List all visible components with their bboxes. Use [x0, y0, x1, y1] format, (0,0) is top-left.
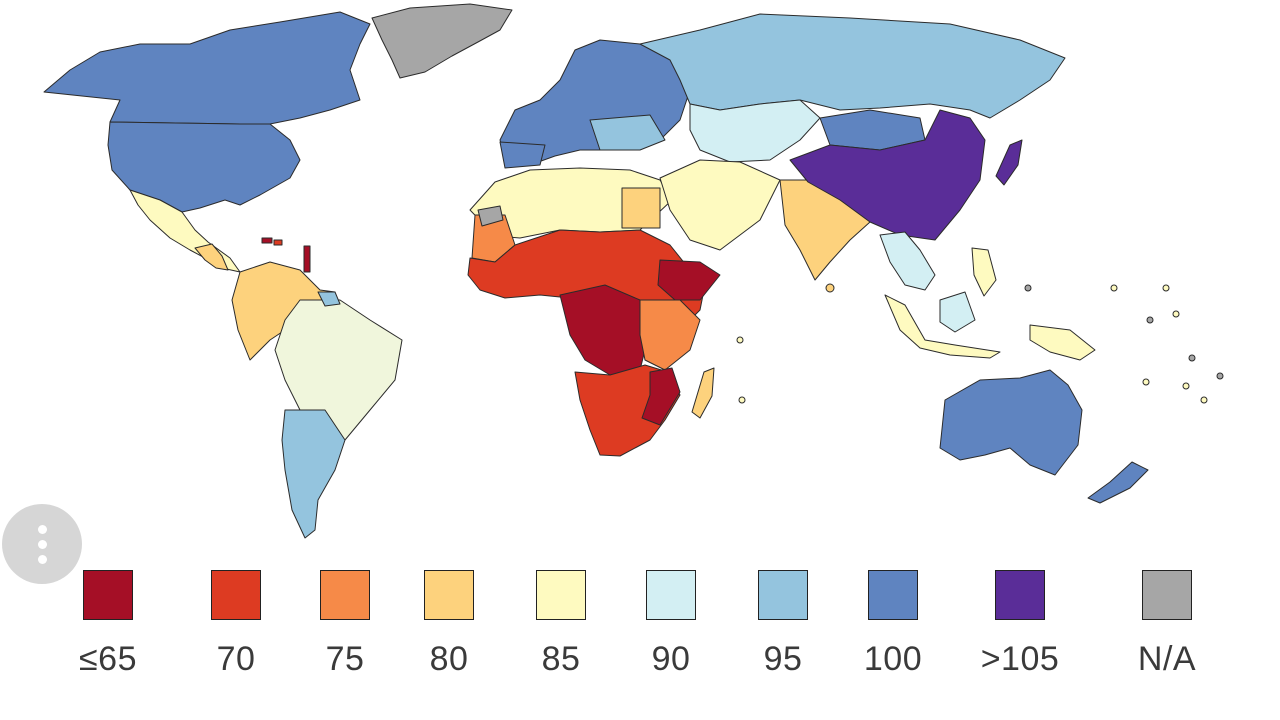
region-new-guinea [1029, 324, 1096, 361]
region-east-africa [639, 299, 701, 371]
region-pacific-8 [1142, 378, 1150, 386]
region-pacific-4 [1024, 284, 1032, 292]
more-vertical-icon-dot-2 [37, 539, 47, 549]
legend-item-100: 100 [828, 570, 958, 676]
region-central-america [194, 243, 229, 271]
region-pacific-10 [1200, 396, 1208, 404]
region-madagascar [691, 367, 715, 419]
legend-item-80: 80 [384, 570, 514, 676]
legend-item-65: ≤65 [43, 570, 173, 676]
region-indonesia [884, 294, 1001, 359]
legend-item-na: N/A [1102, 570, 1232, 676]
legend-swatch [646, 570, 696, 620]
world-iq-map [43, 3, 1224, 539]
region-central-africa [559, 284, 651, 376]
region-japan [995, 139, 1023, 186]
legend-item-105: >105 [955, 570, 1085, 676]
region-indian-ocean-1 [736, 336, 744, 344]
region-middle-east [659, 159, 781, 251]
legend-label: 80 [429, 640, 469, 678]
legend-label: 95 [763, 640, 803, 678]
more-vertical-icon-dot-3 [37, 554, 47, 564]
region-horn-africa [657, 259, 721, 301]
region-guianas [317, 291, 341, 307]
legend-item-90: 90 [606, 570, 736, 676]
region-greenland [371, 3, 513, 79]
legend-swatch [1142, 570, 1192, 620]
region-pacific-2 [1162, 284, 1170, 292]
legend-item-75: 75 [280, 570, 410, 676]
region-china [789, 109, 986, 241]
legend-swatch [758, 570, 808, 620]
region-usa [107, 121, 301, 213]
legend-swatch [868, 570, 918, 620]
region-new-zealand [1087, 461, 1149, 504]
region-southeast-asia [879, 231, 936, 291]
region-pacific-7 [1216, 372, 1224, 380]
legend-label: 90 [651, 640, 691, 678]
region-argentina-chile [281, 409, 346, 539]
region-pacific-6 [1188, 354, 1196, 362]
color-legend: ≤65 70 75 80 85 90 95 100 >105 N/A [0, 570, 1280, 720]
region-indian-ocean-2 [738, 396, 746, 404]
region-borneo [939, 291, 976, 333]
legend-swatch [83, 570, 133, 620]
region-egypt [621, 187, 661, 229]
region-eastern-europe [589, 114, 666, 151]
region-caribbean-3 [303, 245, 311, 273]
legend-label: 85 [541, 640, 581, 678]
region-philippines [971, 247, 997, 297]
region-iberia [499, 141, 546, 169]
legend-item-95: 95 [718, 570, 848, 676]
legend-item-70: 70 [171, 570, 301, 676]
more-vertical-icon [37, 524, 47, 534]
region-australia [939, 369, 1083, 476]
region-caribbean-2 [273, 239, 283, 246]
legend-label: >105 [980, 640, 1060, 678]
legend-label: N/A [1137, 640, 1197, 678]
legend-swatch [536, 570, 586, 620]
legend-swatch [995, 570, 1045, 620]
legend-swatch [320, 570, 370, 620]
legend-swatch [211, 570, 261, 620]
more-options-button[interactable] [2, 504, 82, 584]
region-sri-lanka [825, 283, 835, 293]
region-pacific-5 [1146, 316, 1154, 324]
region-russia [639, 13, 1066, 119]
legend-label: 75 [325, 640, 365, 678]
legend-label: 100 [863, 640, 923, 678]
region-central-asia [689, 99, 821, 163]
region-caribbean-1 [261, 237, 273, 244]
region-pacific-1 [1110, 284, 1118, 292]
region-pacific-9 [1182, 382, 1190, 390]
region-canada [43, 11, 371, 125]
legend-label: 70 [216, 640, 256, 678]
region-mozambique [641, 367, 681, 426]
region-pacific-3 [1172, 310, 1180, 318]
region-western-sahara [477, 205, 504, 227]
legend-label: ≤65 [79, 640, 137, 678]
legend-swatch [424, 570, 474, 620]
legend-item-85: 85 [496, 570, 626, 676]
